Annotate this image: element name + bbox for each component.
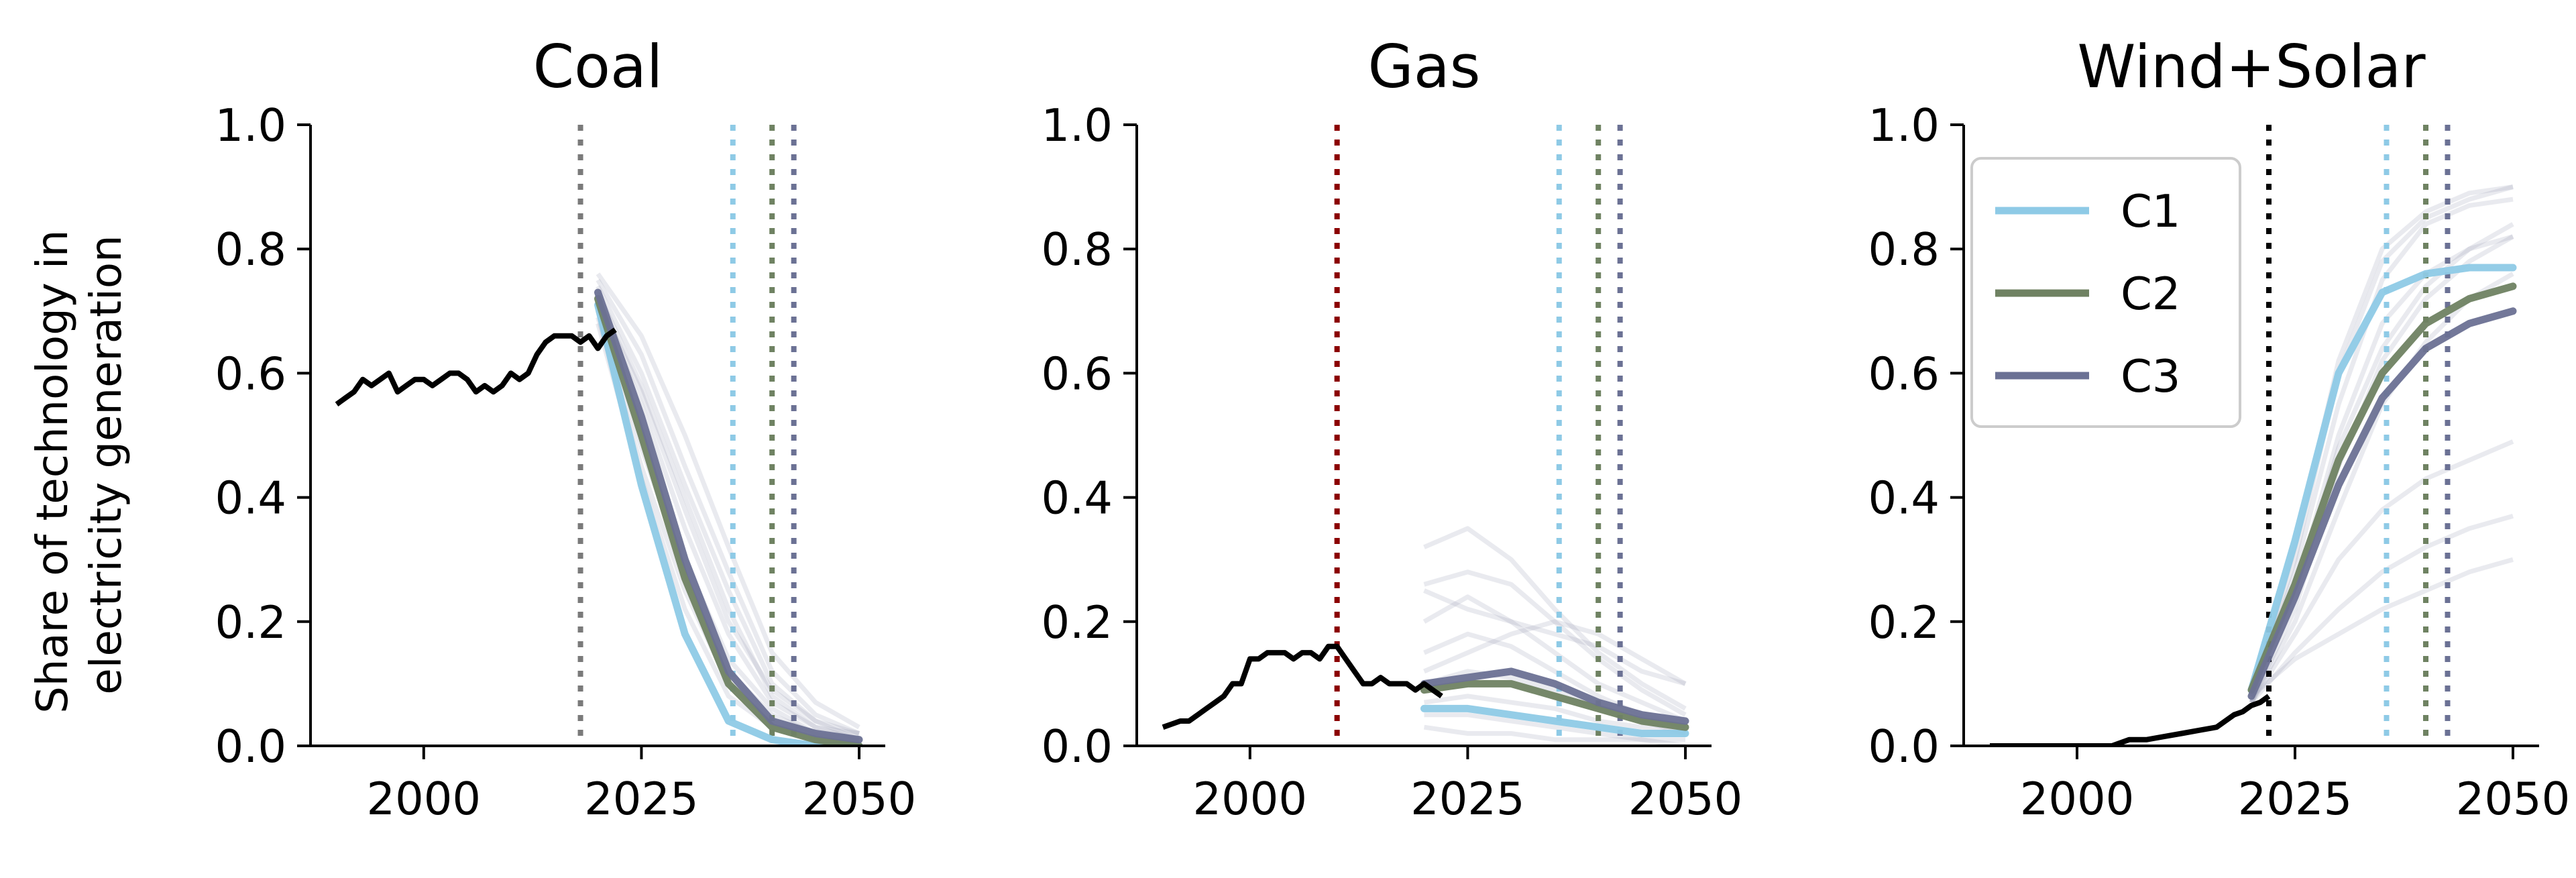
wind-solar-panel: 0.0 0.2 0.4 0.6 0.8 1.0 2000 2025 2050 Wind+Solar… [1868,32,2570,825]
gas-title: Gas [1368,32,1481,101]
legend-label-c2: C2 [2121,268,2180,320]
gas-series-c1 [1420,704,1689,737]
wind-solar-x-tick-label: 2000 [2020,773,2135,825]
gas-scenario-line [1423,588,1686,686]
coal-scenario-line [596,272,860,730]
gas-y-tick-label: 1.0 [1041,99,1113,152]
gas-scenario-line [1424,694,1686,736]
gas-x-tick-label: 2025 [1410,773,1525,825]
coal-y-tick-label: 0.4 [215,472,286,525]
coal-plot-area [335,125,863,746]
y-axis-label: Share of technology in electricity gener… [28,216,131,713]
y-axis-label-line-1: Share of technology in [28,230,78,714]
gas-scenario-line [1423,569,1687,717]
wind-solar-y-tick-label: 1.0 [1868,99,1940,152]
coal-y-tick-label: 0.6 [215,347,286,400]
gas-plot-area [1162,125,1689,746]
coal-y-tick-label: 1.0 [215,99,286,152]
coal-scenario-line [596,285,860,736]
gas-scenario-line [1424,712,1685,743]
gas-series-c2 [1420,679,1689,731]
gas-x-tick-label: 2000 [1193,773,1308,825]
wind-solar-scenario-line [2249,557,2514,698]
gas-x-tick-label: 2050 [1628,773,1743,825]
coal-scenario-line [596,297,860,742]
coal-series-c2 [594,294,863,746]
coal-scenario-line [596,278,860,736]
coal-title: Coal [533,32,663,101]
coal-x-tick-label: 2050 [802,773,917,825]
coal-history-line [335,327,617,406]
gas-y-tick-label: 0.2 [1041,596,1113,649]
coal-y-tick-label: 0.2 [215,596,286,649]
y-axis-label-line-2: electricity generation [82,235,131,694]
coal-scenario-line [596,297,860,743]
wind-solar-x-tick-label: 2025 [2238,773,2353,825]
gas-scenario-line [1423,619,1687,686]
coal-series-c1 [594,301,863,746]
wind-solar-y-tick-label: 0.8 [1868,223,1940,276]
wind-solar-scenario-line [2249,197,2514,698]
legend-frame [1970,157,2241,428]
gas-y-tick-label: 0.6 [1041,347,1113,400]
legend-label-c3: C3 [2121,350,2180,402]
gas-scenario-line [1424,724,1686,746]
coal-y-tick-label: 0.8 [215,223,286,276]
gas-y-tick-label: 0.8 [1041,223,1113,276]
wind-solar-scenario-line [2249,514,2514,704]
wind-solar-series-c3 [2247,307,2517,700]
wind-solar-series-c2 [2247,282,2517,694]
coal-x-tick-label: 2025 [584,773,699,825]
coal-panel: 0.0 0.2 0.4 0.6 0.8 1.0 2000 2025 2050 Coal [215,32,916,825]
wind-solar-scenario-line [2249,184,2514,697]
gas-series-c3 [1420,667,1689,725]
wind-solar-y-tick-label: 0.2 [1868,596,1940,649]
wind-solar-y-tick-label: 0.0 [1868,720,1940,773]
wind-solar-y-tick-label: 0.4 [1868,472,1940,525]
gas-scenario-line [1423,526,1687,711]
coal-series-c3 [594,288,863,744]
wind-solar-x-tick-label: 2050 [2456,773,2571,825]
gas-history-line [1162,643,1443,730]
wind-solar-plot-area [1990,125,2517,746]
coal-scenario-line [596,291,860,736]
wind-solar-title: Wind+Solar [2077,32,2426,101]
wind-solar-y-tick-label: 0.6 [1868,347,1940,400]
legend: C1 C2 C3 [1970,157,2241,428]
gas-scenario-line [1422,594,1687,724]
gas-y-tick-label: 0.0 [1041,720,1113,773]
wind-solar-scenario-line [2249,234,2514,704]
gas-panel: 0.0 0.2 0.4 0.6 0.8 1.0 2000 2025 2050 Gas [1041,32,1742,825]
wind-solar-scenario-line [2249,439,2514,704]
coal-x-tick-label: 2000 [367,773,482,825]
legend-label-c1: C1 [2121,185,2180,237]
wind-solar-series-c1 [2247,264,2517,694]
coal-y-tick-label: 0.0 [215,720,286,773]
gas-y-tick-label: 0.4 [1041,472,1113,525]
wind-solar-history-line [1990,694,2271,746]
